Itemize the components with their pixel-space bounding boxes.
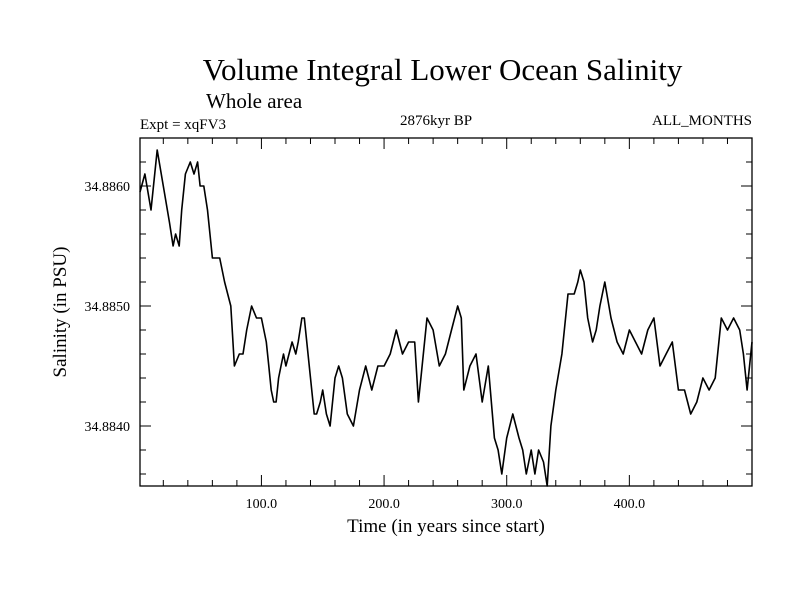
axis-tick-labels: 100.0 200.0 300.0 400.0 34.8840 34.8850 34.886… bbox=[85, 180, 646, 512]
x-tick-label: 300.0 bbox=[491, 497, 523, 512]
x-tick-label: 400.0 bbox=[614, 497, 646, 512]
x-tick-label: 100.0 bbox=[246, 497, 278, 512]
y-tick-label: 34.8860 bbox=[85, 180, 131, 195]
chart-subtitle: Whole area bbox=[206, 89, 303, 113]
period-label: 2876kyr BP bbox=[400, 113, 473, 129]
plot-frame bbox=[139, 137, 753, 487]
x-tick-label: 200.0 bbox=[368, 497, 400, 512]
y-axis-label: Salinity (in PSU) bbox=[50, 247, 71, 378]
y-tick-label: 34.8850 bbox=[85, 300, 131, 315]
months-label: ALL_MONTHS bbox=[652, 113, 752, 129]
x-axis-label: Time (in years since start) bbox=[347, 516, 545, 537]
experiment-label: Expt = xqFV3 bbox=[140, 117, 226, 133]
chart-title: Volume Integral Lower Ocean Salinity bbox=[202, 52, 683, 87]
series-line-salinity bbox=[139, 149, 753, 487]
axis-ticks bbox=[140, 137, 752, 486]
y-tick-label: 34.8840 bbox=[85, 420, 131, 435]
